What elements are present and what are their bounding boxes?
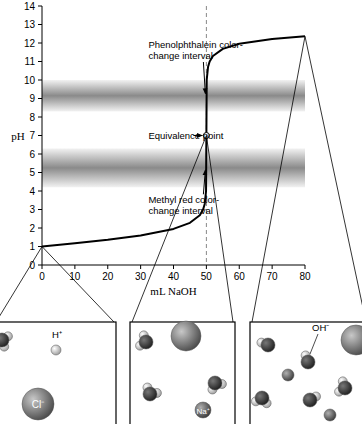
y-tick-label: 7 [29,130,35,141]
ion-label: Na⁺ [196,407,209,416]
x-tick-label: 20 [102,271,114,282]
chloride-ion [22,388,54,420]
zoom-line [0,247,42,323]
zoom-line [305,36,362,322]
y-tick [38,154,42,155]
panel-frame [130,322,235,424]
solution-panel: Na⁺ [130,321,235,424]
y-tick-label: 6 [29,149,35,160]
oxygen-atom [143,387,157,401]
y-tick [38,228,42,229]
y-tick-label: 13 [24,19,36,30]
y-tick [38,24,42,25]
y-tick-label: 14 [24,1,36,12]
x-tick [173,265,174,269]
y-axis-label: pH [11,130,25,142]
band-label: Methyl red color- [148,194,219,205]
x-tick [305,265,306,269]
y-tick [38,80,42,81]
y-tick [38,117,42,118]
chloride-ion [171,321,201,351]
solution-panel: H⁺ Cl⁻ [0,322,116,424]
x-tick [206,265,207,269]
y-tick [38,172,42,173]
y-tick [38,265,42,266]
y-tick [38,98,42,99]
x-tick-label: 50 [201,271,213,282]
oxygen-atom [338,381,352,395]
oxygen-atom [208,376,222,390]
x-tick [74,265,75,269]
y-tick [38,6,42,7]
y-tick-label: 1 [29,241,35,252]
panel-frame [0,322,116,424]
y-tick-label: 5 [29,167,35,178]
ion-label: H⁺ [52,329,62,340]
x-tick-label: 70 [267,271,279,282]
figure: 0123456789101112131401020304050607080pHm… [0,0,362,424]
y-tick [38,191,42,192]
solution-panel: OH⁻ [250,322,362,424]
equivalence-label: Equivalence point [148,130,223,141]
x-tick-label: 40 [168,271,180,282]
ion-label: OH⁻ [312,322,329,333]
annotation-arrow [203,170,205,194]
y-tick [38,61,42,62]
color-change-band [42,80,305,111]
band-label: Phenolphthalein color- [148,39,243,50]
y-tick-label: 8 [29,112,35,123]
y-tick-label: 12 [24,38,36,49]
oxygen-atom [0,333,9,347]
color-change-band [42,148,305,187]
annotation-arrow [203,62,205,94]
band-label: change interval [148,205,212,216]
y-tick-label: 11 [25,56,36,67]
x-tick-label: 60 [234,271,246,282]
titration-curve [42,36,305,246]
root: 0123456789101112131401020304050607080pHm… [0,0,362,424]
y-tick [38,209,42,210]
sodium-ion [324,409,336,421]
y-tick [38,135,42,136]
x-tick [42,265,43,269]
y-tick-label: 4 [29,186,35,197]
zoom-line [132,136,206,323]
x-tick [107,265,108,269]
x-tick-label: 0 [39,271,45,282]
x-tick-label: 80 [299,271,311,282]
ion-label: Cl⁻ [32,399,45,410]
x-tick [140,265,141,269]
zoom-line [42,247,114,323]
x-tick [239,265,240,269]
oxygen-atom [139,335,153,349]
x-tick-label: 30 [135,271,147,282]
zoom-line [206,136,233,323]
y-tick-label: 3 [29,204,35,215]
zoom-line [252,36,305,322]
oxygen-atom [261,338,275,352]
sodium-ion [195,402,211,418]
chloride-ion [341,325,362,355]
annotation-arrow [193,135,202,136]
sodium-ion [282,369,294,381]
band-label: change interval [148,50,212,61]
y-tick-label: 2 [29,223,35,234]
plot-area [42,6,305,265]
oxygen-atom [303,393,317,407]
y-tick-label: 10 [24,75,36,86]
oxygen-atom [255,391,269,405]
oxygen-atom [301,355,315,369]
y-tick [38,43,42,44]
x-axis-label: mL NaOH [150,285,196,297]
label-pointer [310,334,318,354]
y-tick-label: 9 [29,93,35,104]
hydrogen-ion [51,345,61,355]
x-tick [272,265,273,269]
